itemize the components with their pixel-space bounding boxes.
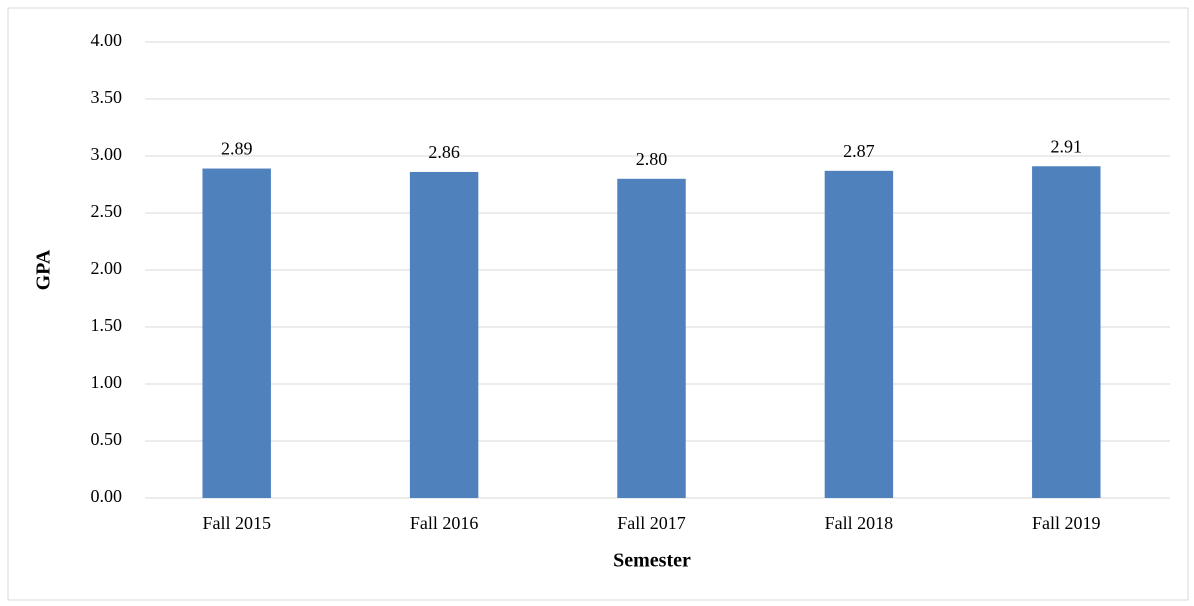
y-axis-title: GPA bbox=[33, 249, 55, 290]
bar bbox=[202, 168, 271, 499]
y-tick-label: 1.00 bbox=[91, 372, 123, 392]
y-tick-label: 0.50 bbox=[91, 429, 123, 449]
y-tick-label: 4.00 bbox=[91, 30, 123, 50]
x-tick-label: Fall 2015 bbox=[202, 513, 271, 533]
y-tick-label: 2.00 bbox=[91, 258, 123, 278]
y-tick-label: 0.00 bbox=[91, 486, 123, 506]
x-tick-label: Fall 2019 bbox=[1032, 513, 1101, 533]
data-label: 2.91 bbox=[1051, 136, 1083, 156]
data-label: 2.87 bbox=[843, 141, 875, 161]
y-tick-label: 3.00 bbox=[91, 144, 123, 164]
data-label: 2.89 bbox=[221, 139, 253, 159]
bar bbox=[409, 171, 479, 498]
y-tick-label: 3.50 bbox=[91, 87, 123, 107]
bar bbox=[617, 178, 686, 499]
chart-border bbox=[7, 7, 1189, 601]
y-tick-label: 1.50 bbox=[91, 315, 123, 335]
x-tick-label: Fall 2017 bbox=[617, 513, 686, 533]
data-label: 2.80 bbox=[636, 149, 668, 169]
x-axis-title: Semester bbox=[613, 550, 691, 572]
x-tick-label: Fall 2018 bbox=[825, 513, 894, 533]
y-tick-label: 2.50 bbox=[91, 201, 123, 221]
x-tick-label: Fall 2016 bbox=[410, 513, 479, 533]
data-label: 2.86 bbox=[428, 142, 460, 162]
bar bbox=[824, 170, 894, 498]
bar bbox=[1032, 166, 1101, 498]
